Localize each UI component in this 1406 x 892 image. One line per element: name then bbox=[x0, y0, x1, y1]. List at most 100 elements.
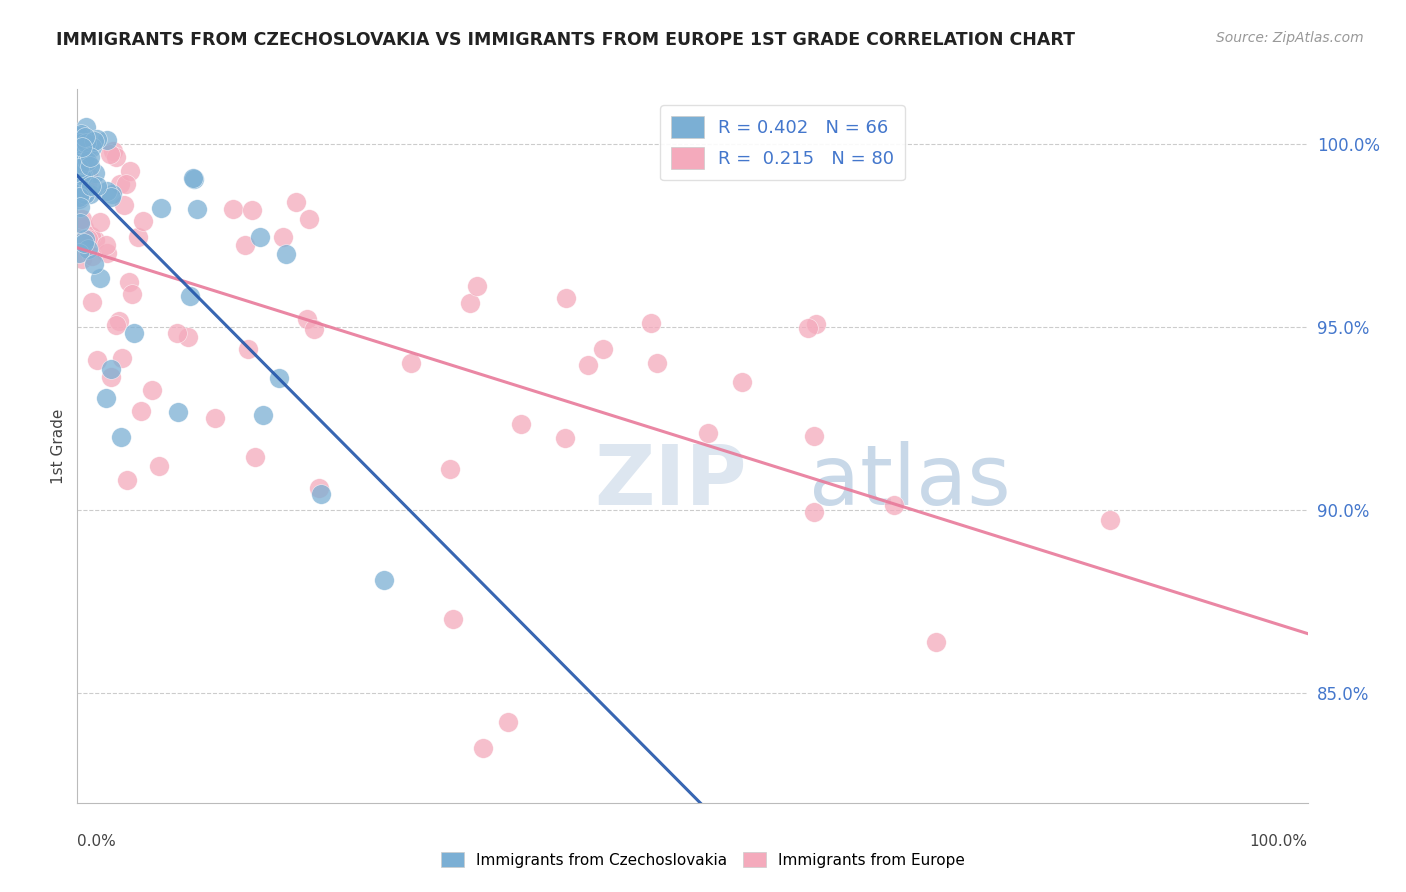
Point bbox=[186, 202, 208, 216]
Point bbox=[118, 164, 141, 178]
Point bbox=[100, 369, 122, 384]
Point bbox=[86, 178, 108, 193]
Point bbox=[77, 243, 100, 257]
Point bbox=[233, 238, 256, 252]
Point bbox=[76, 138, 98, 153]
Point bbox=[73, 130, 96, 145]
Point bbox=[439, 462, 461, 476]
Point bbox=[129, 404, 152, 418]
Point bbox=[118, 276, 141, 290]
Point bbox=[89, 215, 111, 229]
Point bbox=[592, 342, 614, 356]
Point bbox=[925, 635, 948, 649]
Point bbox=[236, 342, 259, 356]
Point bbox=[72, 188, 94, 202]
Point bbox=[76, 232, 98, 246]
Point bbox=[240, 203, 263, 218]
Point bbox=[67, 245, 90, 260]
Point bbox=[67, 190, 90, 204]
Point bbox=[70, 168, 93, 182]
Point bbox=[72, 155, 94, 169]
Point bbox=[141, 384, 163, 398]
Point bbox=[149, 201, 172, 215]
Point bbox=[67, 145, 90, 160]
Point bbox=[107, 314, 129, 328]
Point bbox=[645, 356, 668, 370]
Point bbox=[110, 430, 132, 444]
Point bbox=[114, 178, 136, 192]
Point bbox=[730, 375, 752, 389]
Point bbox=[70, 182, 93, 196]
Point bbox=[101, 186, 124, 201]
Point bbox=[79, 186, 101, 201]
Point bbox=[86, 132, 108, 146]
Point bbox=[76, 176, 98, 190]
Point bbox=[67, 136, 90, 150]
Point bbox=[82, 140, 104, 154]
Point bbox=[465, 278, 488, 293]
Point bbox=[302, 321, 325, 335]
Point bbox=[69, 127, 91, 141]
Point bbox=[576, 358, 599, 372]
Point bbox=[252, 408, 274, 422]
Point bbox=[72, 169, 94, 184]
Point bbox=[83, 257, 105, 271]
Point bbox=[96, 184, 118, 198]
Point bbox=[72, 183, 94, 197]
Point bbox=[67, 161, 90, 175]
Point bbox=[441, 611, 464, 625]
Point bbox=[67, 156, 90, 170]
Point bbox=[70, 179, 93, 194]
Point bbox=[67, 133, 90, 147]
Point bbox=[167, 405, 190, 419]
Point bbox=[803, 429, 825, 443]
Point bbox=[72, 252, 94, 267]
Point bbox=[89, 270, 111, 285]
Point bbox=[181, 171, 204, 186]
Point bbox=[112, 198, 135, 212]
Point bbox=[75, 182, 97, 196]
Point bbox=[309, 487, 332, 501]
Point bbox=[298, 211, 321, 226]
Point bbox=[72, 171, 94, 186]
Point bbox=[70, 211, 93, 226]
Point bbox=[640, 317, 662, 331]
Point bbox=[285, 195, 308, 210]
Point bbox=[510, 417, 533, 431]
Point bbox=[1098, 513, 1121, 527]
Point bbox=[70, 140, 93, 154]
Point bbox=[554, 291, 576, 305]
Point bbox=[73, 221, 96, 235]
Point bbox=[70, 150, 93, 164]
Point bbox=[276, 247, 298, 261]
Point bbox=[69, 136, 91, 151]
Point bbox=[108, 177, 131, 191]
Point bbox=[804, 317, 827, 331]
Point bbox=[79, 138, 101, 153]
Point bbox=[166, 326, 188, 340]
Point bbox=[115, 473, 138, 487]
Point bbox=[883, 498, 905, 512]
Point bbox=[67, 136, 90, 150]
Text: Source: ZipAtlas.com: Source: ZipAtlas.com bbox=[1216, 31, 1364, 45]
Text: 0.0%: 0.0% bbox=[77, 834, 117, 849]
Point bbox=[69, 200, 91, 214]
Point bbox=[79, 159, 101, 173]
Point bbox=[73, 151, 96, 165]
Point bbox=[96, 392, 118, 406]
Point bbox=[243, 450, 266, 465]
Point bbox=[67, 191, 90, 205]
Point bbox=[94, 237, 117, 252]
Legend: Immigrants from Czechoslovakia, Immigrants from Europe: Immigrants from Czechoslovakia, Immigran… bbox=[434, 846, 972, 873]
Point bbox=[269, 370, 291, 384]
Point bbox=[79, 150, 101, 164]
Point bbox=[222, 202, 245, 217]
Point bbox=[73, 235, 96, 250]
Point bbox=[105, 318, 128, 332]
Point bbox=[77, 169, 100, 183]
Point bbox=[121, 286, 143, 301]
Legend: R = 0.402   N = 66, R =  0.215   N = 80: R = 0.402 N = 66, R = 0.215 N = 80 bbox=[661, 105, 905, 180]
Text: ZIP: ZIP bbox=[595, 442, 747, 522]
Point bbox=[183, 172, 205, 186]
Point bbox=[82, 248, 104, 262]
